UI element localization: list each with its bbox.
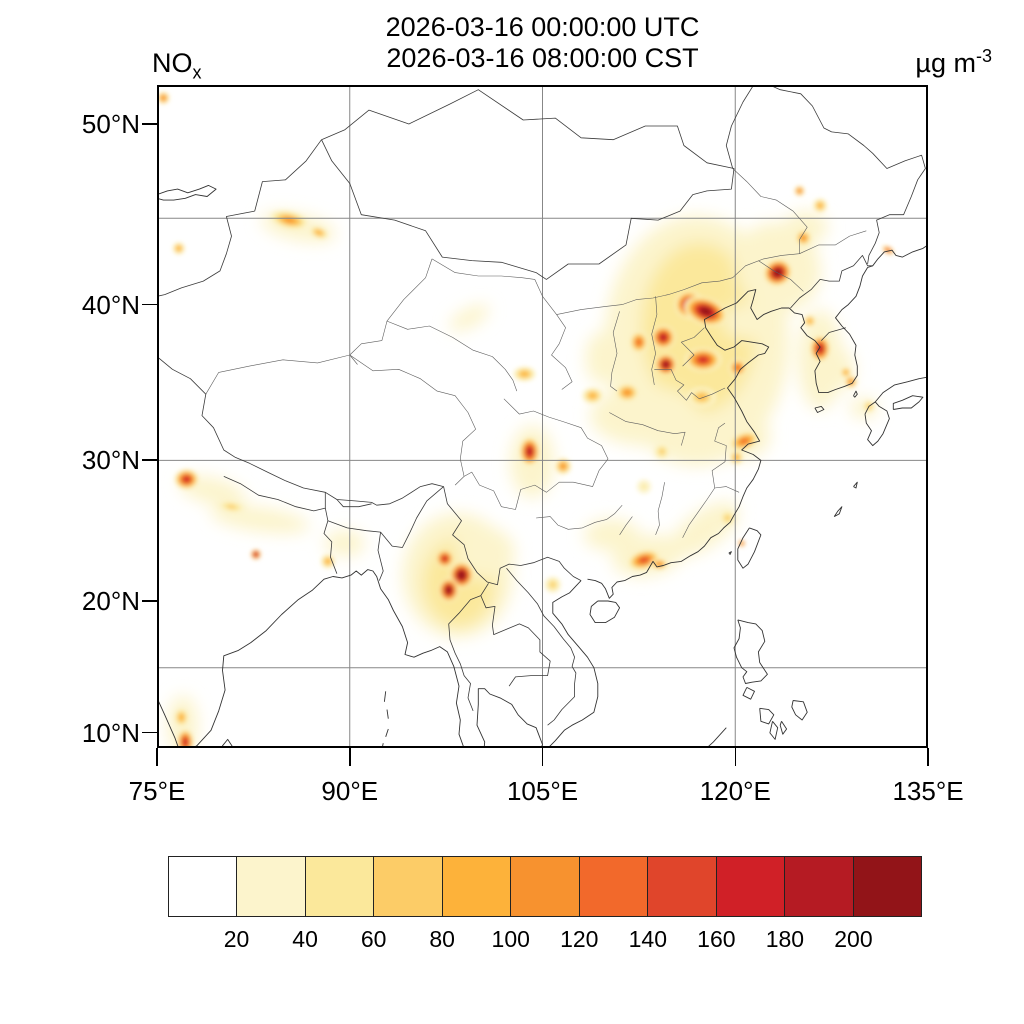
colorbar-cell <box>374 857 443 916</box>
y-axis-label: 20°N <box>81 586 140 616</box>
colorbar-tick-label: 180 <box>765 926 805 952</box>
title-line-utc: 2026-03-16 00:00:00 UTC <box>385 12 700 42</box>
colorbar <box>168 856 922 917</box>
concentration-halos <box>167 211 878 748</box>
colorbar-cell <box>237 857 306 916</box>
colorbar-tick-label: 200 <box>834 926 873 952</box>
colorbar-tick-label: 140 <box>628 926 667 952</box>
y-axis-label: 30°N <box>81 445 140 476</box>
species-subscript: x <box>192 62 202 83</box>
x-tick <box>734 748 736 766</box>
x-axis-label: 75°E <box>128 776 186 806</box>
concentration-hotspots <box>157 91 895 748</box>
colorbar-cell <box>511 857 580 916</box>
x-tick <box>349 748 351 766</box>
colorbar-cell <box>716 857 786 916</box>
colorbar-tick-label: 160 <box>697 926 736 952</box>
units-label: µg m-3 <box>915 46 992 78</box>
colorbar-tick-label: 100 <box>491 926 530 952</box>
colorbar-tick-label: 60 <box>360 926 387 952</box>
colorbar-cell <box>853 857 921 916</box>
map-panel <box>157 85 928 748</box>
x-axis-label: 120°E <box>699 776 771 806</box>
title-line-cst: 2026-03-16 08:00:00 CST <box>386 43 699 73</box>
colorbar-cell <box>169 857 238 916</box>
y-tick <box>142 303 157 306</box>
units-superscript: -3 <box>975 46 992 66</box>
x-tick <box>156 748 158 766</box>
x-axis-label: 135°E <box>892 776 964 806</box>
country-borders <box>157 85 926 726</box>
plot-title: 2026-03-16 00:00:00 UTC 2026-03-16 08:00… <box>157 12 928 74</box>
colorbar-cell <box>785 857 854 916</box>
y-tick <box>142 600 157 602</box>
coastlines <box>157 244 928 748</box>
graticule <box>157 85 928 748</box>
map-frame <box>157 85 928 748</box>
island-outlines <box>157 184 924 748</box>
colorbar-cell <box>305 857 375 916</box>
colorbar-labels: 20 40 60 80 100 120 140 160 180 200 <box>168 926 922 956</box>
colorbar-tick-label: 20 <box>223 926 250 952</box>
y-tick <box>142 731 157 734</box>
species-label: NOx <box>152 48 202 83</box>
x-axis-label: 105°E <box>506 776 579 806</box>
colorbar-cell <box>442 857 512 916</box>
province-borders <box>205 168 867 538</box>
y-axis-label: 50°N <box>81 109 140 139</box>
colorbar-cell <box>579 857 649 916</box>
colorbar-tick-label: 80 <box>429 926 455 952</box>
map-canvas <box>157 85 928 748</box>
x-axis-label: 90°E <box>321 776 379 806</box>
y-axis-label: 40°N <box>81 289 140 320</box>
x-tick <box>541 748 544 766</box>
colorbar-tick-label: 40 <box>292 926 318 952</box>
x-tick <box>927 748 929 766</box>
colorbar-tick-label: 120 <box>560 926 599 952</box>
y-tick <box>142 459 157 461</box>
y-axis-label: 10°N <box>81 717 140 748</box>
colorbar-cell <box>648 857 717 916</box>
y-tick <box>142 123 157 125</box>
